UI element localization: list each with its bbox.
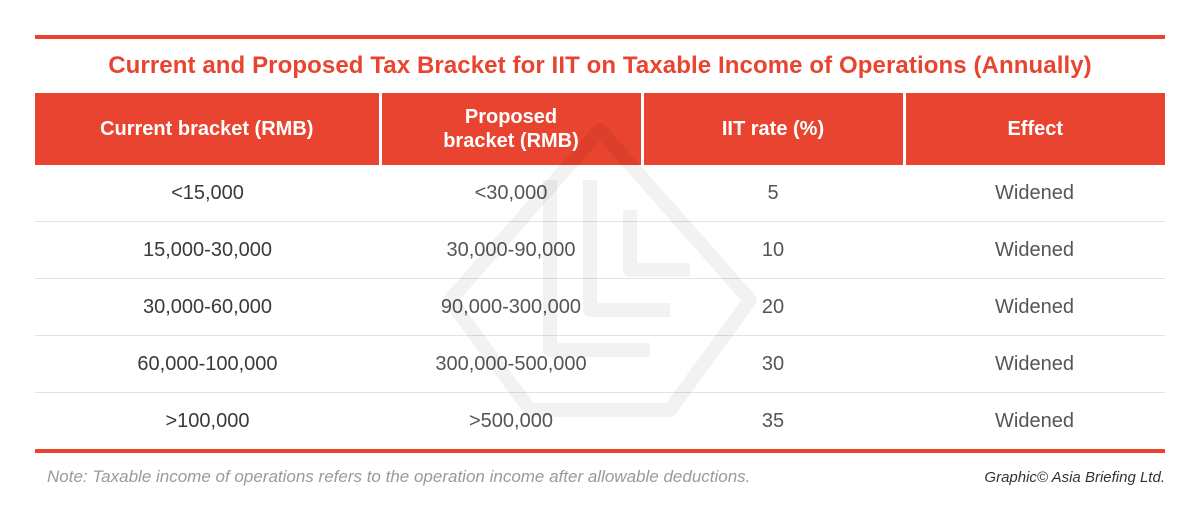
table-row: <15,000 <30,000 5 Widened [35, 165, 1165, 222]
table-row: >100,000 >500,000 35 Widened [35, 393, 1165, 450]
cell-proposed-bracket: <30,000 [380, 165, 642, 222]
bottom-rule [35, 449, 1165, 453]
cell-effect: Widened [904, 221, 1165, 279]
column-header-effect: Effect [902, 93, 1165, 165]
footer: Note: Taxable income of operations refer… [35, 453, 1165, 493]
column-header-rate: IIT rate (%) [640, 93, 904, 165]
cell-current-bracket: 15,000-30,000 [35, 221, 380, 279]
tax-bracket-graphic: Current and Proposed Tax Bracket for IIT… [35, 35, 1165, 493]
page-title: Current and Proposed Tax Bracket for IIT… [108, 52, 1092, 79]
footnote: Note: Taxable income of operations refer… [47, 467, 751, 486]
cell-iit-rate: 5 [642, 165, 904, 222]
cell-current-bracket: <15,000 [35, 165, 380, 222]
cell-effect: Widened [995, 409, 1074, 432]
cell-iit-rate: 20 [642, 278, 904, 336]
cell-proposed-bracket: 300,000-500,000 [380, 335, 642, 393]
cell-current-bracket: 30,000-60,000 [35, 278, 380, 336]
cell-current-bracket: 60,000-100,000 [35, 335, 380, 393]
table-row: 60,000-100,000 300,000-500,000 30 Widene… [35, 335, 1165, 393]
cell-iit-rate: 10 [642, 221, 904, 279]
top-rule [35, 35, 1165, 39]
table-row: 30,000-60,000 90,000-300,000 20 Widened [35, 278, 1165, 336]
cell-iit-rate: 35 [761, 409, 785, 432]
cell-effect: Widened [904, 278, 1165, 336]
table-header-row: Current bracket (RMB) Proposed bracket (… [35, 93, 1165, 165]
cell-effect: Widened [904, 165, 1165, 222]
cell-proposed-bracket: 90,000-300,000 [380, 278, 642, 336]
column-header-proposed: Proposed bracket (RMB) [378, 93, 642, 165]
cell-proposed-bracket: >500,000 [469, 409, 553, 432]
column-header-current: Current bracket (RMB) [35, 93, 380, 165]
cell-current-bracket: >100,000 [165, 409, 250, 432]
cell-proposed-bracket: 30,000-90,000 [380, 221, 642, 279]
cell-iit-rate: 30 [642, 335, 904, 393]
table-row: 15,000-30,000 30,000-90,000 10 Widened [35, 221, 1165, 279]
cell-effect: Widened [904, 335, 1165, 393]
tax-bracket-table: Current bracket (RMB) Proposed bracket (… [35, 93, 1165, 449]
graphic-credit: Graphic© Asia Briefing Ltd. [984, 469, 1165, 486]
